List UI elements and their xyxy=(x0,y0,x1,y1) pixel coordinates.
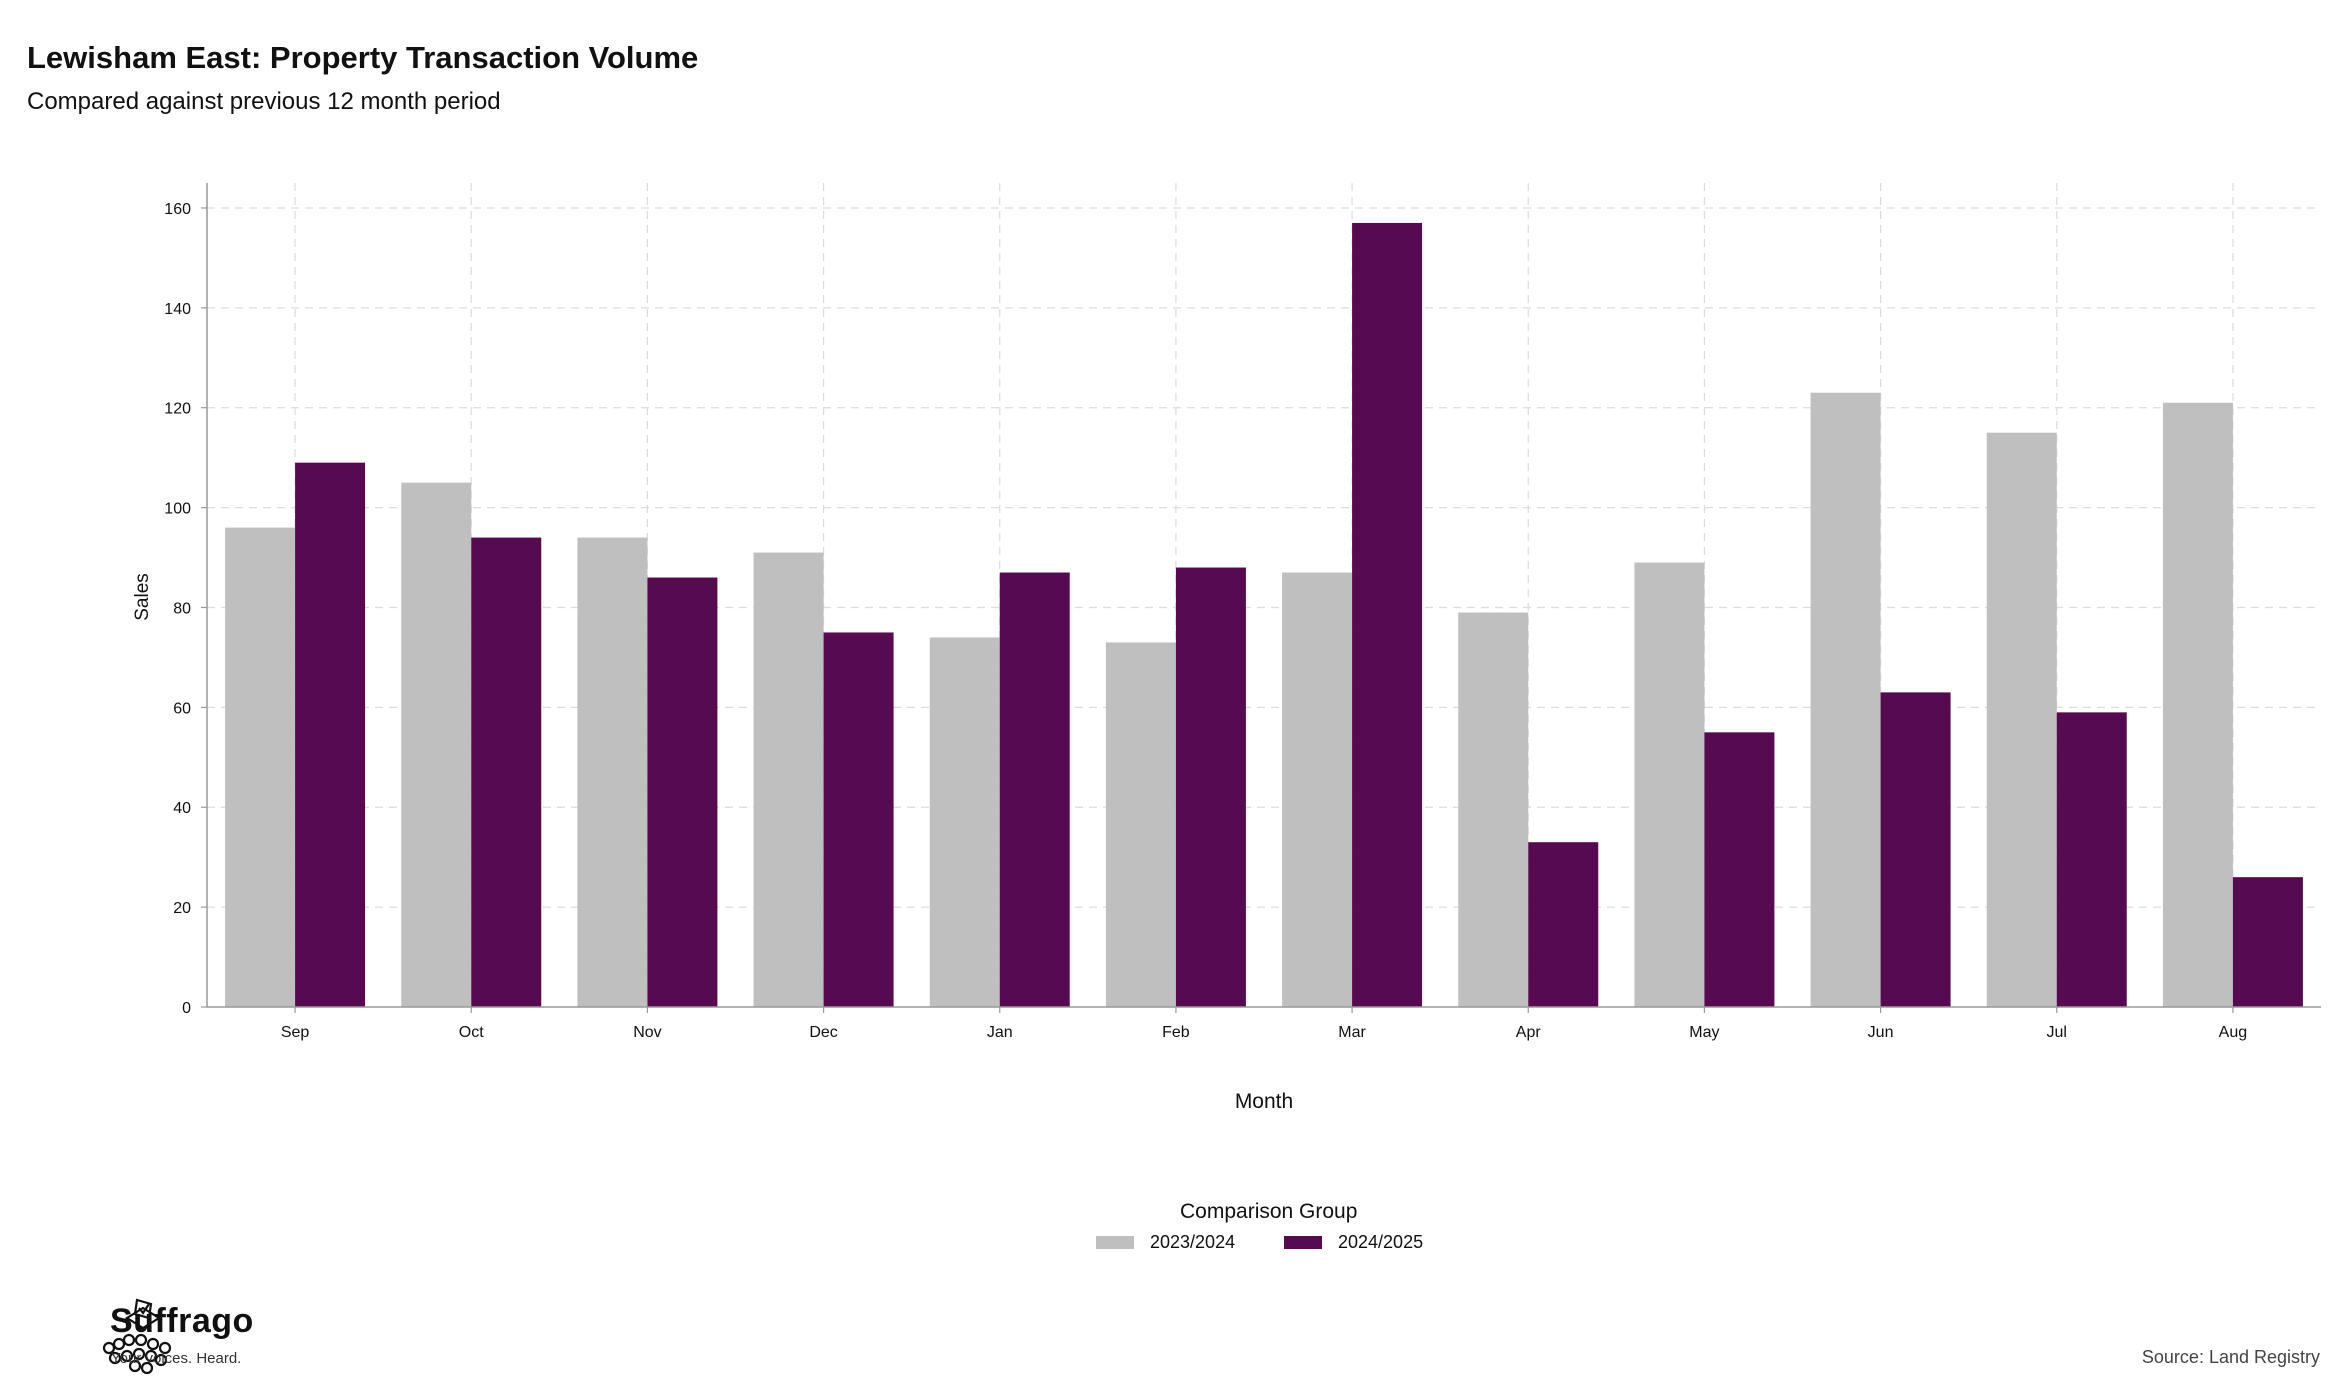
bar-2024-2025-may xyxy=(1704,732,1775,1007)
chart-subtitle: Compared against previous 12 month perio… xyxy=(27,88,501,115)
y-tick-label: 160 xyxy=(164,201,191,218)
x-tick-label: Sep xyxy=(281,1024,310,1041)
x-tick-label: Jun xyxy=(1868,1024,1894,1041)
bars xyxy=(225,222,2303,1007)
bar-2024-2025-nov xyxy=(647,577,718,1007)
ballot-box-crowd-icon xyxy=(102,1298,172,1375)
bar-2023-2024-jan xyxy=(929,637,1000,1007)
y-tick-label: 60 xyxy=(173,700,191,717)
bar-2024-2025-jun xyxy=(1880,692,1951,1007)
x-tick-label: Feb xyxy=(1162,1024,1190,1041)
logo-name: Suffrago xyxy=(110,1302,254,1340)
x-tick-label: May xyxy=(1689,1024,1719,1041)
x-tick-label: Mar xyxy=(1338,1024,1366,1041)
bar-2023-2024-sep xyxy=(225,527,296,1007)
x-tick-label: Nov xyxy=(633,1024,661,1041)
legend-swatch xyxy=(1284,1236,1322,1249)
y-tick-label: 100 xyxy=(164,501,191,518)
axes xyxy=(206,183,2321,1008)
bar-2024-2025-apr xyxy=(1528,842,1599,1007)
legend-title: Comparison Group xyxy=(1180,1200,1358,1223)
bar-2024-2025-feb xyxy=(1175,567,1246,1007)
x-tick-label: Aug xyxy=(2219,1024,2247,1041)
bar-2024-2025-dec xyxy=(823,632,894,1007)
bar-2023-2024-mar xyxy=(1282,572,1353,1007)
bar-2024-2025-jul xyxy=(2056,712,2127,1007)
bar-2023-2024-jul xyxy=(1986,432,2057,1007)
y-tick-label: 140 xyxy=(164,301,191,318)
y-axis-label: Sales xyxy=(132,573,153,621)
bar-2024-2025-jan xyxy=(999,572,1070,1007)
bar-2023-2024-may xyxy=(1634,562,1705,1007)
x-tick-label: Apr xyxy=(1516,1024,1542,1041)
x-tick-label: Jan xyxy=(987,1024,1013,1041)
x-tick-label: Jul xyxy=(2047,1024,2067,1041)
bar-2024-2025-mar xyxy=(1352,222,1423,1007)
bar-2023-2024-dec xyxy=(753,552,824,1007)
legend-swatch xyxy=(1096,1236,1134,1249)
bar-2023-2024-nov xyxy=(577,537,648,1007)
bar-2024-2025-aug xyxy=(2232,877,2303,1007)
chart-title: Lewisham East: Property Transaction Volu… xyxy=(27,40,699,75)
y-tick-label: 0 xyxy=(182,1000,191,1017)
source-note: Source: Land Registry xyxy=(2141,1347,2320,1367)
bar-2024-2025-oct xyxy=(471,537,542,1007)
y-tick-label: 40 xyxy=(173,800,191,817)
bar-2023-2024-feb xyxy=(1105,642,1176,1007)
tick-labels: 0 20 40 60 80 100 120 140 160 Sep Oct Nov Dec Jan Feb M… xyxy=(164,201,2247,1041)
logo-tagline: Your voices. Heard. xyxy=(111,1350,242,1367)
bar-2023-2024-aug xyxy=(2162,402,2233,1007)
legend-item-2023-2024: 2023/2024 xyxy=(1096,1232,1235,1253)
legend-item-2024-2025: 2024/2025 xyxy=(1284,1232,1423,1253)
y-tick-label: 20 xyxy=(173,900,191,917)
y-tick-label: 120 xyxy=(164,401,191,418)
y-tick-label: 80 xyxy=(173,600,191,617)
bar-2023-2024-oct xyxy=(401,482,472,1007)
x-tick-label: Oct xyxy=(459,1024,484,1041)
bar-2023-2024-jun xyxy=(1810,392,1881,1007)
legend-label: 2023/2024 xyxy=(1150,1232,1236,1252)
bar-2023-2024-apr xyxy=(1458,612,1529,1007)
legend-label: 2024/2025 xyxy=(1338,1232,1424,1252)
x-axis-label: Month xyxy=(1235,1090,1293,1113)
bar-2024-2025-sep xyxy=(295,462,366,1007)
x-tick-label: Dec xyxy=(809,1024,837,1041)
